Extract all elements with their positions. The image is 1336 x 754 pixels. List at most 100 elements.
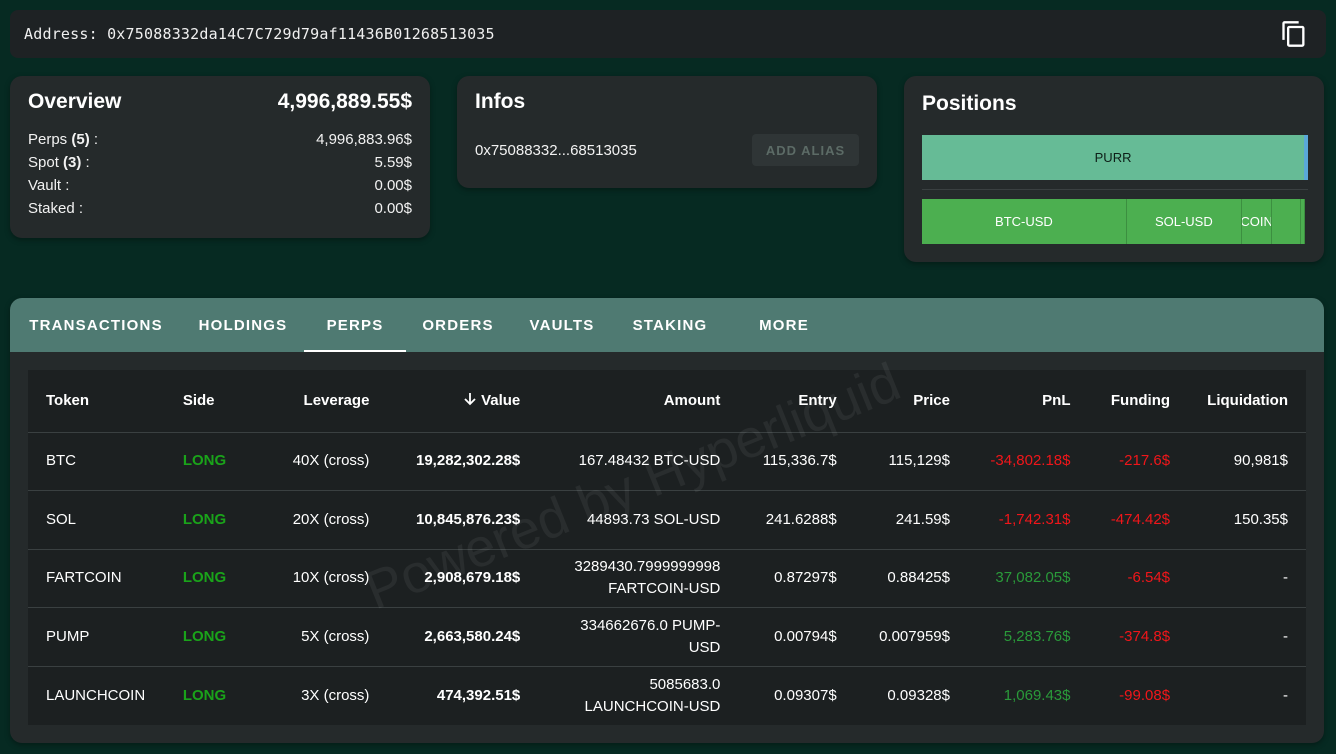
overview-row: Staked : 0.00$ [28,197,412,220]
cell-side: LONG [164,607,251,667]
cell-value: 2,663,580.24$ [387,607,539,667]
cell-price: 0.88425$ [854,549,968,608]
amount-line: 44893.73 SOL-USD [586,510,721,528]
cell-value: 10,845,876.23$ [387,490,539,550]
overview-total: 4,996,889.55$ [277,90,412,113]
tab-perps[interactable]: PERPS [304,298,406,352]
cell-token: BTC [28,432,165,491]
short-address: 0x75088332...68513035 [475,141,637,159]
tab-bar: TRANSACTIONS HOLDINGS PERPS ORDERS VAULTS STA… [10,298,1324,352]
amount-line: 167.48432 BTC-USD [578,452,721,470]
cell-token: PUMP [28,607,165,667]
overview-row-value: 4,996,883.96$ [316,131,412,148]
cell-pnl: -1,742.31$ [967,490,1089,550]
overview-row: Vault : 0.00$ [28,174,412,197]
overview-row: Spot (3) : 5.59$ [28,151,412,174]
header-amount[interactable]: Amount [538,370,739,433]
cell-side: LONG [164,549,251,608]
table-row[interactable]: PUMP LONG 5X (cross) 2,663,580.24$ 334662676… [28,607,1306,667]
tab-more[interactable]: MORE [759,316,809,334]
cell-liquidation: - [1188,607,1306,667]
cell-entry: 0.00794$ [738,607,855,667]
positions-card: Positions PURR BTC-USD SOL-USD COIN [904,76,1324,262]
amount-line: 5085683.0 [649,675,721,693]
infos-title: Infos [475,90,526,113]
amount-line: 3289430.7999999998 [574,558,721,576]
cell-liquidation: 150.35$ [1188,490,1306,550]
cell-leverage: 10X (cross) [250,549,388,608]
cell-value: 474,392.51$ [436,686,521,704]
copy-icon[interactable] [1280,20,1308,48]
tab-staking[interactable]: STAKING [632,316,708,334]
cell-token: SOL [28,490,165,550]
cell-liquidation: - [1188,549,1306,608]
overview-row-label: Vault : [28,177,70,194]
cell-amount: 44893.73 SOL-USD [538,490,739,550]
overview-row-label: Perps (5) : [28,131,99,148]
spot-positions-bar: PURR [922,135,1308,180]
tab-transactions[interactable]: TRANSACTIONS [29,316,163,334]
cell-amount: 334662676.0 PUMP- USD [538,607,739,667]
cell-funding: -474.42$ [1088,490,1189,550]
perp-position-segment[interactable]: BTC-USD [922,199,1127,244]
header-liquidation[interactable]: Liquidation [1188,370,1306,433]
cell-side: LONG [164,432,251,491]
amount-line: FARTCOIN-USD [608,580,721,598]
cell-token: FARTCOIN [28,549,165,608]
cell-entry: 0.87297$ [738,549,855,608]
address-text: Address: 0x75088332da14C7C729d79af11436B… [24,25,495,43]
cell-leverage: 40X (cross) [250,432,388,491]
cell-price: 0.007959$ [854,607,968,667]
table-header-row: Token Side Leverage Value Amount Entry P… [28,370,1306,433]
header-token[interactable]: Token [28,370,165,433]
overview-row-value: 0.00$ [374,200,412,217]
cell-price: 115,129$ [854,432,968,491]
perp-position-segment[interactable] [1272,199,1301,244]
tab-vaults[interactable]: VAULTS [529,316,595,334]
cell-amount: 5085683.0 LAUNCHCOIN-USD [538,666,738,725]
cell-pnl: -34,802.18$ [967,432,1089,491]
cell-amount: 3289430.7999999998 FARTCOIN-USD [538,549,739,608]
cell-side: LONG [182,686,227,704]
amount-line: USD [688,638,721,656]
table-row[interactable]: LAUNCHCOIN LONG 3X (cross) 474,392.51$ 50856… [28,666,1306,725]
infos-card: Infos 0x75088332...68513035 ADD ALIAS [457,76,877,188]
cell-price: 241.59$ [854,490,968,550]
overview-row-label: Spot (3) : [28,154,90,171]
cell-entry: 241.6288$ [738,490,855,550]
positions-divider [922,189,1308,190]
header-price[interactable]: Price [854,370,968,433]
overview-card: Overview 4,996,889.55$ Perps (5) : 4,996,… [10,76,430,238]
header-side[interactable]: Side [164,370,251,433]
header-entry[interactable]: Entry [738,370,855,433]
cell-liquidation: - [1283,686,1288,704]
perps-table-container: Token Side Leverage Value Amount Entry P… [28,370,1306,725]
table-row[interactable]: SOL LONG 20X (cross) 10,845,876.23$ 44893.73… [28,490,1306,550]
cell-token: LAUNCHCOIN [46,686,146,704]
perp-position-segment[interactable]: COIN [1241,199,1273,244]
overview-title: Overview [28,90,122,113]
add-alias-button[interactable]: ADD ALIAS [752,134,859,166]
perp-position-segment[interactable]: SOL-USD [1126,199,1242,244]
header-value[interactable]: Value [387,370,539,433]
overview-row-value: 5.59$ [374,154,412,171]
overview-row-label: Staked : [28,200,84,217]
tab-orders[interactable]: ORDERS [422,316,494,334]
tab-holdings[interactable]: HOLDINGS [198,316,288,334]
cell-leverage: 20X (cross) [250,490,388,550]
perp-position-segment[interactable] [1300,199,1305,244]
cell-amount: 167.48432 BTC-USD [538,432,739,491]
perps-table: Token Side Leverage Value Amount Entry P… [28,370,1306,725]
cell-pnl: 5,283.76$ [967,607,1089,667]
spot-position-segment[interactable]: PURR [922,135,1305,180]
header-pnl[interactable]: PnL [967,370,1089,433]
cell-price: 0.09328$ [887,686,950,704]
spot-position-segment[interactable] [1304,135,1308,180]
table-row[interactable]: BTC LONG 40X (cross) 19,282,302.28$ 167.4843… [28,432,1306,491]
header-funding[interactable]: Funding [1088,370,1189,433]
amount-line: 334662676.0 PUMP- [580,616,721,634]
table-row[interactable]: FARTCOIN LONG 10X (cross) 2,908,679.18$ 3289… [28,549,1306,608]
cell-value: 2,908,679.18$ [387,549,539,608]
header-leverage[interactable]: Leverage [250,370,388,433]
cell-entry: 115,336.7$ [738,432,855,491]
